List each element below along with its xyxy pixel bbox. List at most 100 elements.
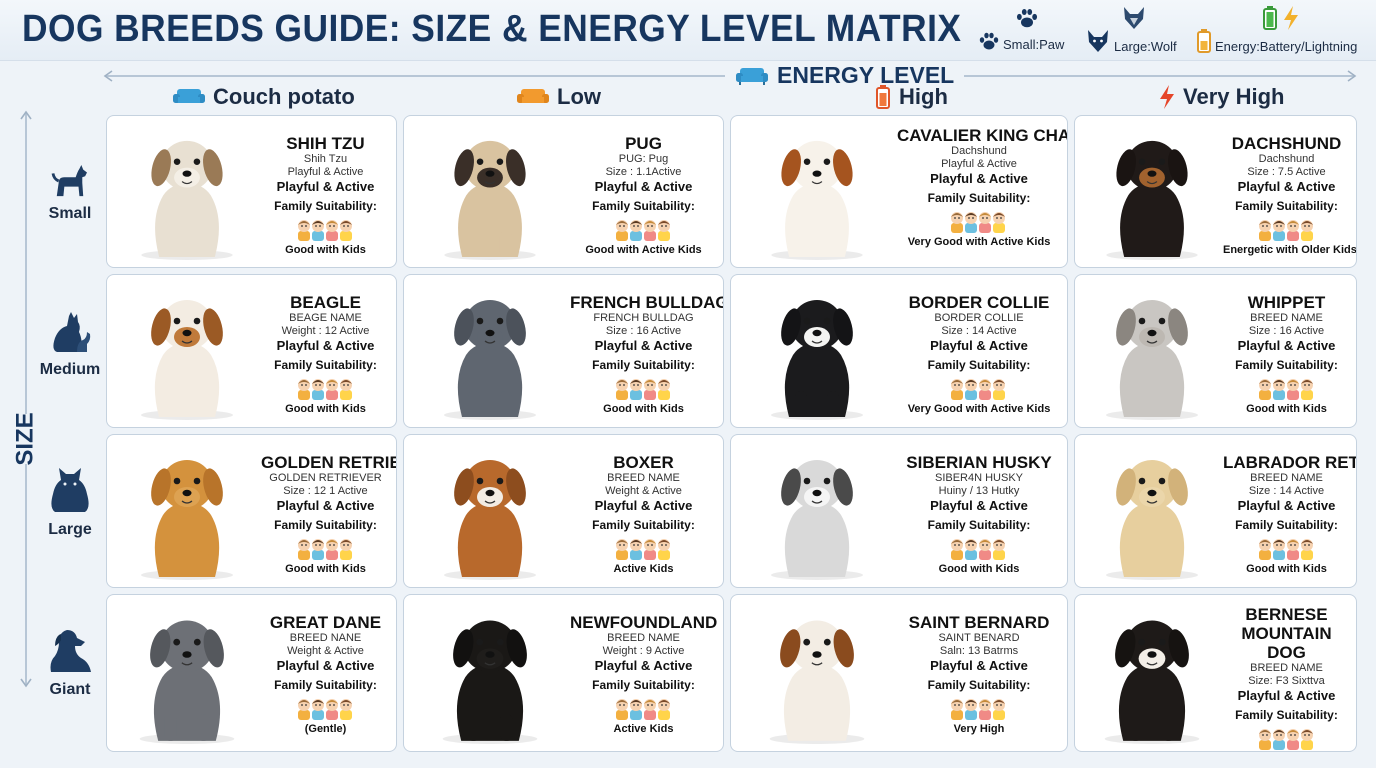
size-axis-text: SIZE	[12, 412, 39, 466]
breed-card-french-bulldag[interactable]: FRENCH BULLDAG FRENCH BULLDAG Size : 16 Ac…	[403, 274, 724, 428]
breed-detail: Weight : 12 Active	[281, 325, 370, 337]
row-label-text: Small	[48, 205, 92, 222]
energy-trait: Playful & Active	[276, 498, 375, 513]
breed-card-boxer[interactable]: BOXER BREED NAME Weight & Active Playful & …	[403, 434, 724, 588]
energy-trait: Playful & Active	[276, 658, 375, 673]
lightning-icon	[1284, 6, 1298, 30]
breed-subtitle: Shih Tzu	[303, 153, 348, 165]
family-suitability-label: Family Suitability:	[1235, 358, 1338, 372]
family-suitability-label: Family Suitability:	[1235, 708, 1338, 722]
breed-info: BOXER BREED NAME Weight & Active Playful & …	[570, 443, 717, 581]
breed-name: GOLDEN RETRIEVER	[261, 453, 396, 472]
breed-card-whippet[interactable]: WHIPPET BREED NAME Size : 16 Active Playful…	[1074, 274, 1357, 428]
breed-subtitle: GOLDEN RETRIEVER	[269, 472, 382, 484]
breed-name: SHIH TZU	[286, 134, 365, 153]
breed-subtitle: BREED NAME	[1250, 312, 1323, 324]
energy-trait: Playful & Active	[1237, 179, 1336, 194]
breed-info: WHIPPET BREED NAME Size : 16 Active Playful…	[1223, 283, 1350, 421]
suitability-value: Good with Kids	[285, 563, 366, 575]
energy-trait: Playful & Active	[1237, 498, 1336, 513]
energy-trait: Playful & Active	[594, 658, 693, 673]
breed-card-saint-bernard[interactable]: SAINT BERNARD SAINT BENARD Saln: 13 Batrms…	[730, 594, 1068, 752]
breed-name: SIBERIAN HUSKY	[906, 453, 1052, 472]
breed-name: DACHSHUND	[1231, 134, 1342, 153]
breed-subtitle: SAINT BENARD	[938, 632, 1020, 644]
family-suitability-label: Family Suitability:	[274, 518, 377, 532]
energy-trait: Playful & Active	[594, 338, 693, 353]
dog-illustration	[117, 441, 257, 581]
breed-card-border-collie[interactable]: BORDER COLLIE BORDER COLLIE Size : 14 Acti…	[730, 274, 1068, 428]
legend-large-label: Large:Wolf	[1114, 39, 1177, 54]
breed-card-shih-tzu[interactable]: SHIH TZU Shih Tzu Playful & Active Playful …	[106, 115, 397, 268]
family-suitability-label: Family Suitability:	[927, 191, 1031, 205]
breed-subtitle: Dachshund	[951, 145, 1007, 157]
couch-icon	[173, 89, 205, 103]
breed-info: BERNESE MOUNTAIN DOG BREED NAME Size: F3 S…	[1223, 603, 1350, 750]
suitability-value: Very Good with Active Kids	[907, 236, 1051, 248]
breed-subtitle: BREED NAME	[1250, 472, 1323, 484]
breed-detail: Huiny / 13 Hutky	[938, 485, 1020, 497]
breed-name: FRENCH BULLDAG	[570, 293, 724, 312]
legend-energy-label: Energy:Battery/Lightning	[1215, 39, 1358, 54]
row-label-large: Large	[30, 464, 110, 539]
breed-card-siberian-husky[interactable]: SIBERIAN HUSKY SIBER4N HUSKY Huiny / 13 Hu…	[730, 434, 1068, 588]
dog-illustration	[414, 441, 566, 581]
breed-name: NEWFOUNDLAND	[570, 613, 718, 632]
column-header-label: Very High	[1183, 84, 1285, 109]
breed-detail: Weight & Active	[287, 645, 364, 657]
kids-icon	[261, 536, 390, 560]
family-suitability-label: Family Suitability:	[592, 678, 695, 692]
breed-detail: Saln: 13 Batrms	[939, 645, 1019, 657]
legend-small: Small:Paw	[978, 30, 1064, 52]
dog-illustration	[117, 281, 257, 421]
breed-subtitle: BEAGE NAME	[289, 312, 362, 324]
breed-subtitle: PUG: Pug	[618, 153, 669, 165]
energy-trait: Playful & Active	[930, 498, 1028, 513]
breed-card-dachshund[interactable]: DACHSHUND Dachshund Size : 7.5 Active Playf…	[1074, 115, 1357, 268]
energy-axis: ENERGY LEVEL	[103, 62, 1357, 89]
family-suitability-label: Family Suitability:	[592, 199, 695, 213]
dog-illustration	[1085, 441, 1219, 581]
family-suitability-label: Family Suitability:	[927, 358, 1031, 372]
breed-name: BORDER COLLIE	[908, 293, 1050, 312]
arrow-left-icon	[103, 70, 113, 82]
breed-detail: Weight : 9 Active	[602, 645, 685, 657]
suitability-value: Active Kids	[613, 563, 674, 575]
breed-card-pug[interactable]: PUG PUG: Pug Size : 1.1Active Playful & Act…	[403, 115, 724, 268]
suitability-value: Good with Active Kids	[585, 244, 702, 256]
row-label-text: Medium	[39, 361, 101, 378]
kids-icon	[261, 696, 390, 720]
suitability-value: Good with Kids	[285, 403, 366, 415]
breed-card-beagle[interactable]: BEAGLE BEAGE NAME Weight : 12 Active Playfu…	[106, 274, 397, 428]
kids-icon	[261, 217, 390, 241]
breed-detail: Size : 12 1 Active	[283, 485, 368, 497]
breed-card-great-dane[interactable]: GREAT DANE BREED NANE Weight & Active Playf…	[106, 594, 397, 752]
kids-icon	[897, 696, 1061, 720]
breed-card-newfoundland[interactable]: NEWFOUNDLAND BREED NAME Weight : 9 Active P…	[403, 594, 724, 752]
column-header-label: Couch potato	[213, 84, 355, 109]
dog-illustration	[741, 441, 893, 581]
energy-trait: Playful & Active	[930, 658, 1028, 673]
breed-name: BOXER	[613, 453, 674, 472]
breed-detail: Playful & Active	[287, 166, 364, 178]
breed-subtitle: SIBER4N HUSKY	[934, 472, 1024, 484]
row-label-medium: Medium	[30, 310, 110, 379]
suitability-value: Good with Kids	[938, 563, 1020, 575]
breed-info: SIBERIAN HUSKY SIBER4N HUSKY Huiny / 13 Hu…	[897, 443, 1061, 581]
arrow-right-icon	[1347, 70, 1357, 82]
row-label-small: Small	[30, 164, 110, 223]
column-header-low: Low	[516, 84, 601, 110]
breed-subtitle: BORDER COLLIE	[934, 312, 1024, 324]
kids-icon	[261, 376, 390, 400]
row-label-text: Giant	[49, 681, 91, 698]
breed-card-bernese-mountain-dog[interactable]: BERNESE MOUNTAIN DOG BREED NAME Size: F3 S…	[1074, 594, 1357, 752]
row-label-giant: Giant	[30, 626, 110, 699]
breed-info: NEWFOUNDLAND BREED NAME Weight : 9 Active P…	[570, 603, 717, 745]
breed-card-cavalier-king-charles[interactable]: CAVALIER KING CHARLESDachshundPlayful & …	[730, 115, 1068, 268]
breed-detail: Playful & Active	[941, 158, 1017, 170]
legend-small-label: Small:Paw	[1003, 37, 1065, 52]
